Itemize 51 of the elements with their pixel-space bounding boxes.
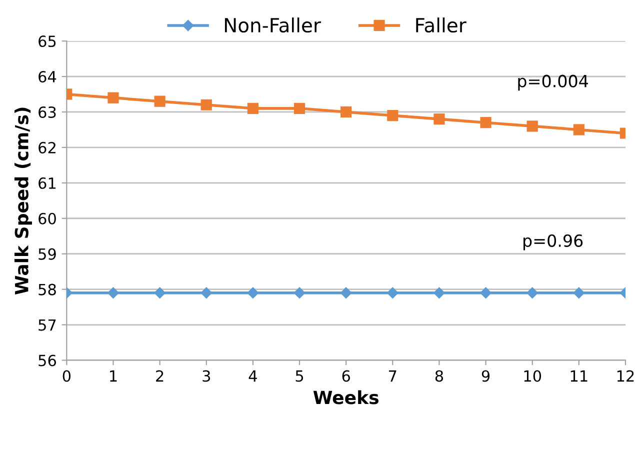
x-tick-label: 0 bbox=[62, 370, 71, 382]
x-tick-label: 6 bbox=[342, 370, 350, 382]
y-tick-label: 58 bbox=[38, 284, 56, 296]
point bbox=[340, 287, 352, 298]
legend-label: Non-Faller bbox=[224, 18, 321, 33]
point bbox=[573, 124, 584, 136]
x-axis-title: Weeks bbox=[313, 390, 378, 404]
x-tick-label: 3 bbox=[202, 370, 210, 382]
x-tick-label: 9 bbox=[482, 370, 490, 382]
x-tick-label: 10 bbox=[524, 370, 542, 382]
point bbox=[434, 114, 445, 125]
y-tick-label: 59 bbox=[38, 248, 56, 260]
x-tick-label: 4 bbox=[248, 370, 257, 382]
x-tick-label: 1 bbox=[110, 370, 117, 382]
y-tick-label: 64 bbox=[38, 70, 56, 83]
point bbox=[294, 102, 306, 114]
x-tick-label: 5 bbox=[296, 370, 304, 382]
x-tick-label: 12 bbox=[617, 370, 634, 382]
point bbox=[387, 110, 398, 122]
x-tick-label: 8 bbox=[435, 370, 444, 382]
point bbox=[434, 287, 445, 298]
y-tick-label: 61 bbox=[38, 177, 56, 189]
y-tick-label: 63 bbox=[38, 106, 56, 118]
y-tick-label: 62 bbox=[38, 142, 56, 154]
point bbox=[294, 287, 306, 298]
point bbox=[108, 92, 119, 104]
point bbox=[526, 287, 538, 298]
point bbox=[108, 287, 119, 298]
annotation: p=0.004 bbox=[518, 74, 588, 91]
point bbox=[480, 287, 492, 298]
y-tick-label: 60 bbox=[38, 212, 56, 224]
point bbox=[387, 287, 398, 298]
y-tick-label: 57 bbox=[38, 319, 56, 331]
point bbox=[154, 96, 166, 107]
point bbox=[200, 287, 212, 298]
y-tick-label: 56 bbox=[38, 354, 56, 366]
point bbox=[526, 120, 538, 132]
point bbox=[200, 99, 212, 110]
x-tick-label: 7 bbox=[389, 370, 396, 382]
point bbox=[480, 117, 492, 128]
point bbox=[247, 287, 259, 298]
legend-label: Faller bbox=[416, 18, 466, 33]
annotation: p=0.96 bbox=[524, 234, 583, 250]
point bbox=[340, 106, 352, 118]
point bbox=[247, 102, 258, 114]
y-tick-label: 65 bbox=[38, 36, 56, 48]
x-tick-label: 11 bbox=[570, 370, 588, 382]
point bbox=[573, 287, 585, 298]
y-axis-title: Walk Speed (cm/s) bbox=[14, 108, 32, 295]
point bbox=[154, 287, 166, 298]
x-tick-label: 2 bbox=[156, 370, 164, 382]
